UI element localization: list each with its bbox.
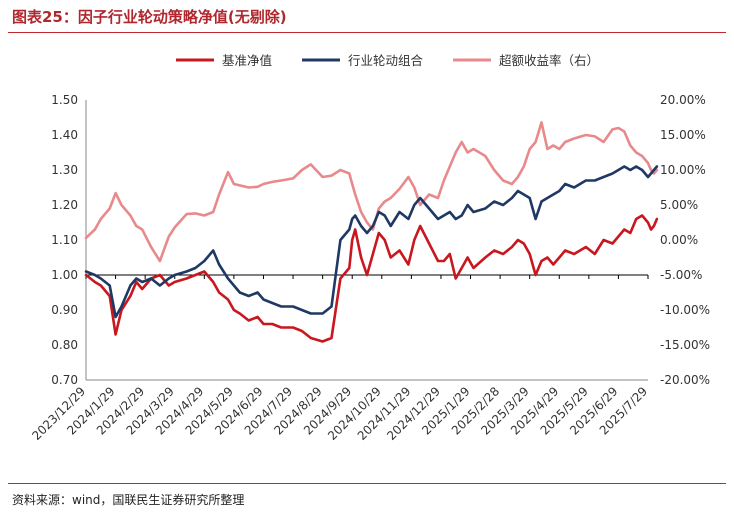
y-right-tick-label: -15.00% bbox=[660, 338, 710, 352]
legend-label-1: 行业轮动组合 bbox=[348, 53, 424, 68]
y-left-tick-label: 1.00 bbox=[51, 268, 78, 282]
series-line-1 bbox=[84, 165, 659, 319]
series-line-2 bbox=[84, 121, 659, 263]
figure-title: 图表25：因子行业轮动策略净值(无剔除) bbox=[12, 8, 287, 26]
legend: 基准净值 行业轮动组合 超额收益率（右） bbox=[176, 53, 599, 68]
series-line-0 bbox=[84, 214, 659, 343]
legend-label-2: 超额收益率（右） bbox=[499, 53, 599, 68]
y-left-tick-label: 0.80 bbox=[51, 338, 78, 352]
y-right-tick-label: -10.00% bbox=[660, 303, 710, 317]
y-right-tick-label: -5.00% bbox=[660, 268, 702, 282]
line-chart: 基准净值 行业轮动组合 超额收益率（右） 0.70 0.80 0.90 1.00 1.10 1… bbox=[29, 53, 710, 443]
y-left-tick-label: 1.50 bbox=[51, 93, 78, 107]
y-left-tick-label: 1.10 bbox=[51, 233, 78, 247]
y-left-tick-label: 0.90 bbox=[51, 303, 78, 317]
y-right-tick-label: 20.00% bbox=[660, 93, 706, 107]
legend-label-0: 基准净值 bbox=[222, 53, 272, 68]
y-right-tick-label: 5.00% bbox=[660, 198, 698, 212]
source-note: 资料来源：wind，国联民生证券研究所整理 bbox=[12, 493, 245, 507]
y-right-tick-label: -20.00% bbox=[660, 373, 710, 387]
y-left-tick-label: 1.20 bbox=[51, 198, 78, 212]
top-rule bbox=[8, 32, 726, 33]
y-right-tick-label: 15.00% bbox=[660, 128, 706, 142]
y-right-tick-label: 10.00% bbox=[660, 163, 706, 177]
y-left-tick-label: 0.70 bbox=[51, 373, 78, 387]
y-left-tick-label: 1.30 bbox=[51, 163, 78, 177]
bottom-rule bbox=[8, 483, 726, 484]
y-left-tick-label: 1.40 bbox=[51, 128, 78, 142]
plot-area bbox=[84, 121, 659, 343]
y-right-tick-label: 0.00% bbox=[660, 233, 698, 247]
